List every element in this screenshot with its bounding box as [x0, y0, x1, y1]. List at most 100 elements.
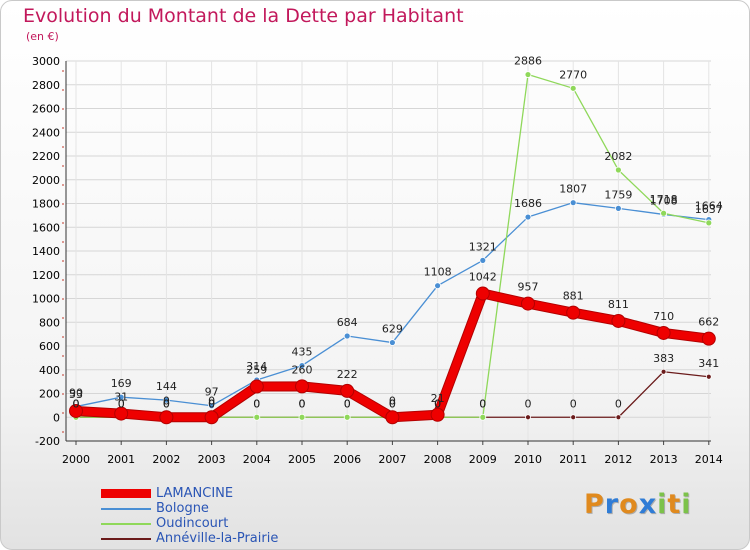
data-point-bologne: [479, 256, 487, 264]
data-label-oudincourt: 1637: [695, 203, 723, 216]
x-tick-label: 2005: [288, 453, 316, 466]
data-label-oudincourt: 0: [73, 397, 80, 410]
data-label-oudincourt: 0: [344, 397, 351, 410]
data-label-anneville-la-prairie: 0: [253, 397, 260, 410]
data-point-anneville-la-prairie: [570, 414, 577, 421]
data-label-anneville-la-prairie: 341: [698, 357, 719, 370]
axes: -200020040060080010001200140016001800200…: [32, 55, 723, 466]
data-label-anneville-la-prairie: 0: [615, 397, 622, 410]
data-point-oudincourt: [479, 413, 487, 421]
data-point-oudincourt: [569, 84, 577, 92]
data-point-lamancine: [521, 296, 535, 311]
data-point-anneville-la-prairie: [705, 373, 712, 380]
data-label-lamancine: 710: [653, 310, 674, 323]
data-point-lamancine: [566, 305, 581, 320]
legend: LAMANCINE Bologne Oudincourt Annéville-la-P…: [101, 486, 278, 546]
data-point-lamancine: [249, 379, 264, 394]
data-label-lamancine: 662: [698, 316, 719, 329]
y-tick-label: -200: [35, 435, 60, 448]
y-tick-label: 1600: [32, 221, 60, 234]
logo-letter: i: [657, 489, 668, 520]
legend-label: Bologne: [156, 501, 209, 516]
data-label-bologne: 1759: [604, 188, 632, 201]
data-point-oudincourt: [343, 413, 351, 421]
data-point-bologne: [524, 213, 532, 221]
logo-letter: r: [604, 489, 620, 520]
data-label-oudincourt: 0: [434, 397, 441, 410]
logo-letter: t: [667, 489, 682, 520]
data-label-bologne: 97: [205, 386, 219, 399]
legend-item-bologne: Bologne: [101, 501, 278, 516]
data-label-bologne: 629: [382, 323, 403, 336]
x-tick-label: 2007: [378, 453, 406, 466]
data-point-bologne: [615, 204, 622, 212]
data-point-lamancine: [475, 286, 490, 301]
logo-letter: P: [584, 489, 605, 520]
data-label-bologne: 1664: [695, 200, 723, 213]
data-label-lamancine: 0: [389, 394, 396, 407]
data-point-bologne: [569, 199, 577, 207]
data-label-anneville-la-prairie: 383: [653, 352, 674, 365]
data-label-lamancine: 811: [608, 298, 629, 311]
data-label-oudincourt: 0: [389, 397, 396, 410]
data-label-anneville-la-prairie: 0: [570, 397, 577, 410]
y-tick-label: 1200: [32, 269, 60, 282]
x-tick-label: 2012: [604, 453, 632, 466]
logo-letter: i: [681, 489, 692, 520]
y-tick-label: 2800: [32, 79, 60, 92]
x-tick-label: 2000: [62, 453, 90, 466]
data-point-bologne: [343, 332, 351, 340]
x-tick-label: 2014: [695, 453, 723, 466]
data-point-bologne: [434, 282, 442, 290]
data-label-lamancine: 53: [69, 388, 83, 401]
data-label-anneville-la-prairie: 0: [434, 397, 441, 410]
y-tick-label: 2400: [32, 126, 60, 139]
data-point-lamancine: [430, 407, 445, 422]
logo-letter: o: [619, 489, 639, 520]
data-label-oudincourt: 0: [479, 397, 486, 410]
data-point-lamancine: [114, 406, 129, 421]
legend-item-lamancine: LAMANCINE: [101, 486, 278, 501]
y-tick-label: 2200: [32, 150, 60, 163]
y-tick-label: 200: [39, 388, 60, 401]
data-label-lamancine: 21: [431, 392, 445, 405]
y-tick-label: 0: [53, 411, 60, 424]
data-label-bologne: 314: [246, 360, 267, 373]
data-label-anneville-la-prairie: 0: [118, 397, 125, 410]
data-label-oudincourt: 0: [253, 397, 260, 410]
data-point-oudincourt: [705, 219, 713, 227]
data-label-anneville-la-prairie: 0: [208, 397, 215, 410]
y-tick-label: 800: [39, 316, 60, 329]
data-label-oudincourt: 0: [163, 397, 170, 410]
x-tick-label: 2013: [650, 453, 678, 466]
data-label-bologne: 144: [156, 380, 177, 393]
data-point-oudincourt: [298, 413, 306, 421]
y-tick-label: 1400: [32, 245, 60, 258]
chart-subtitle: (en €): [26, 30, 59, 43]
legend-label: Annéville-la-Prairie: [156, 531, 279, 546]
data-point-bologne: [162, 396, 170, 404]
data-label-bologne: 1321: [469, 240, 497, 253]
data-point-lamancine: [701, 331, 716, 346]
data-point-anneville-la-prairie: [525, 414, 531, 421]
x-tick-label: 2010: [514, 453, 542, 466]
data-point-anneville-la-prairie: [660, 368, 667, 375]
data-point-bologne: [388, 339, 396, 346]
legend-label: LAMANCINE: [156, 486, 234, 501]
series: [69, 71, 716, 425]
data-point-lamancine: [340, 383, 355, 398]
legend-swatch: [101, 507, 151, 510]
data-label-lamancine: 881: [563, 290, 584, 303]
x-tick-label: 2011: [559, 453, 587, 466]
y-tick-label: 600: [39, 340, 60, 353]
data-label-oudincourt: 1718: [650, 193, 678, 206]
data-label-anneville-la-prairie: 0: [163, 397, 170, 410]
data-label-anneville-la-prairie: 0: [344, 397, 351, 410]
data-point-lamancine: [69, 403, 83, 418]
data-label-anneville-la-prairie: 0: [389, 397, 396, 410]
data-point-lamancine: [295, 379, 309, 394]
data-point-lamancine: [159, 410, 174, 425]
